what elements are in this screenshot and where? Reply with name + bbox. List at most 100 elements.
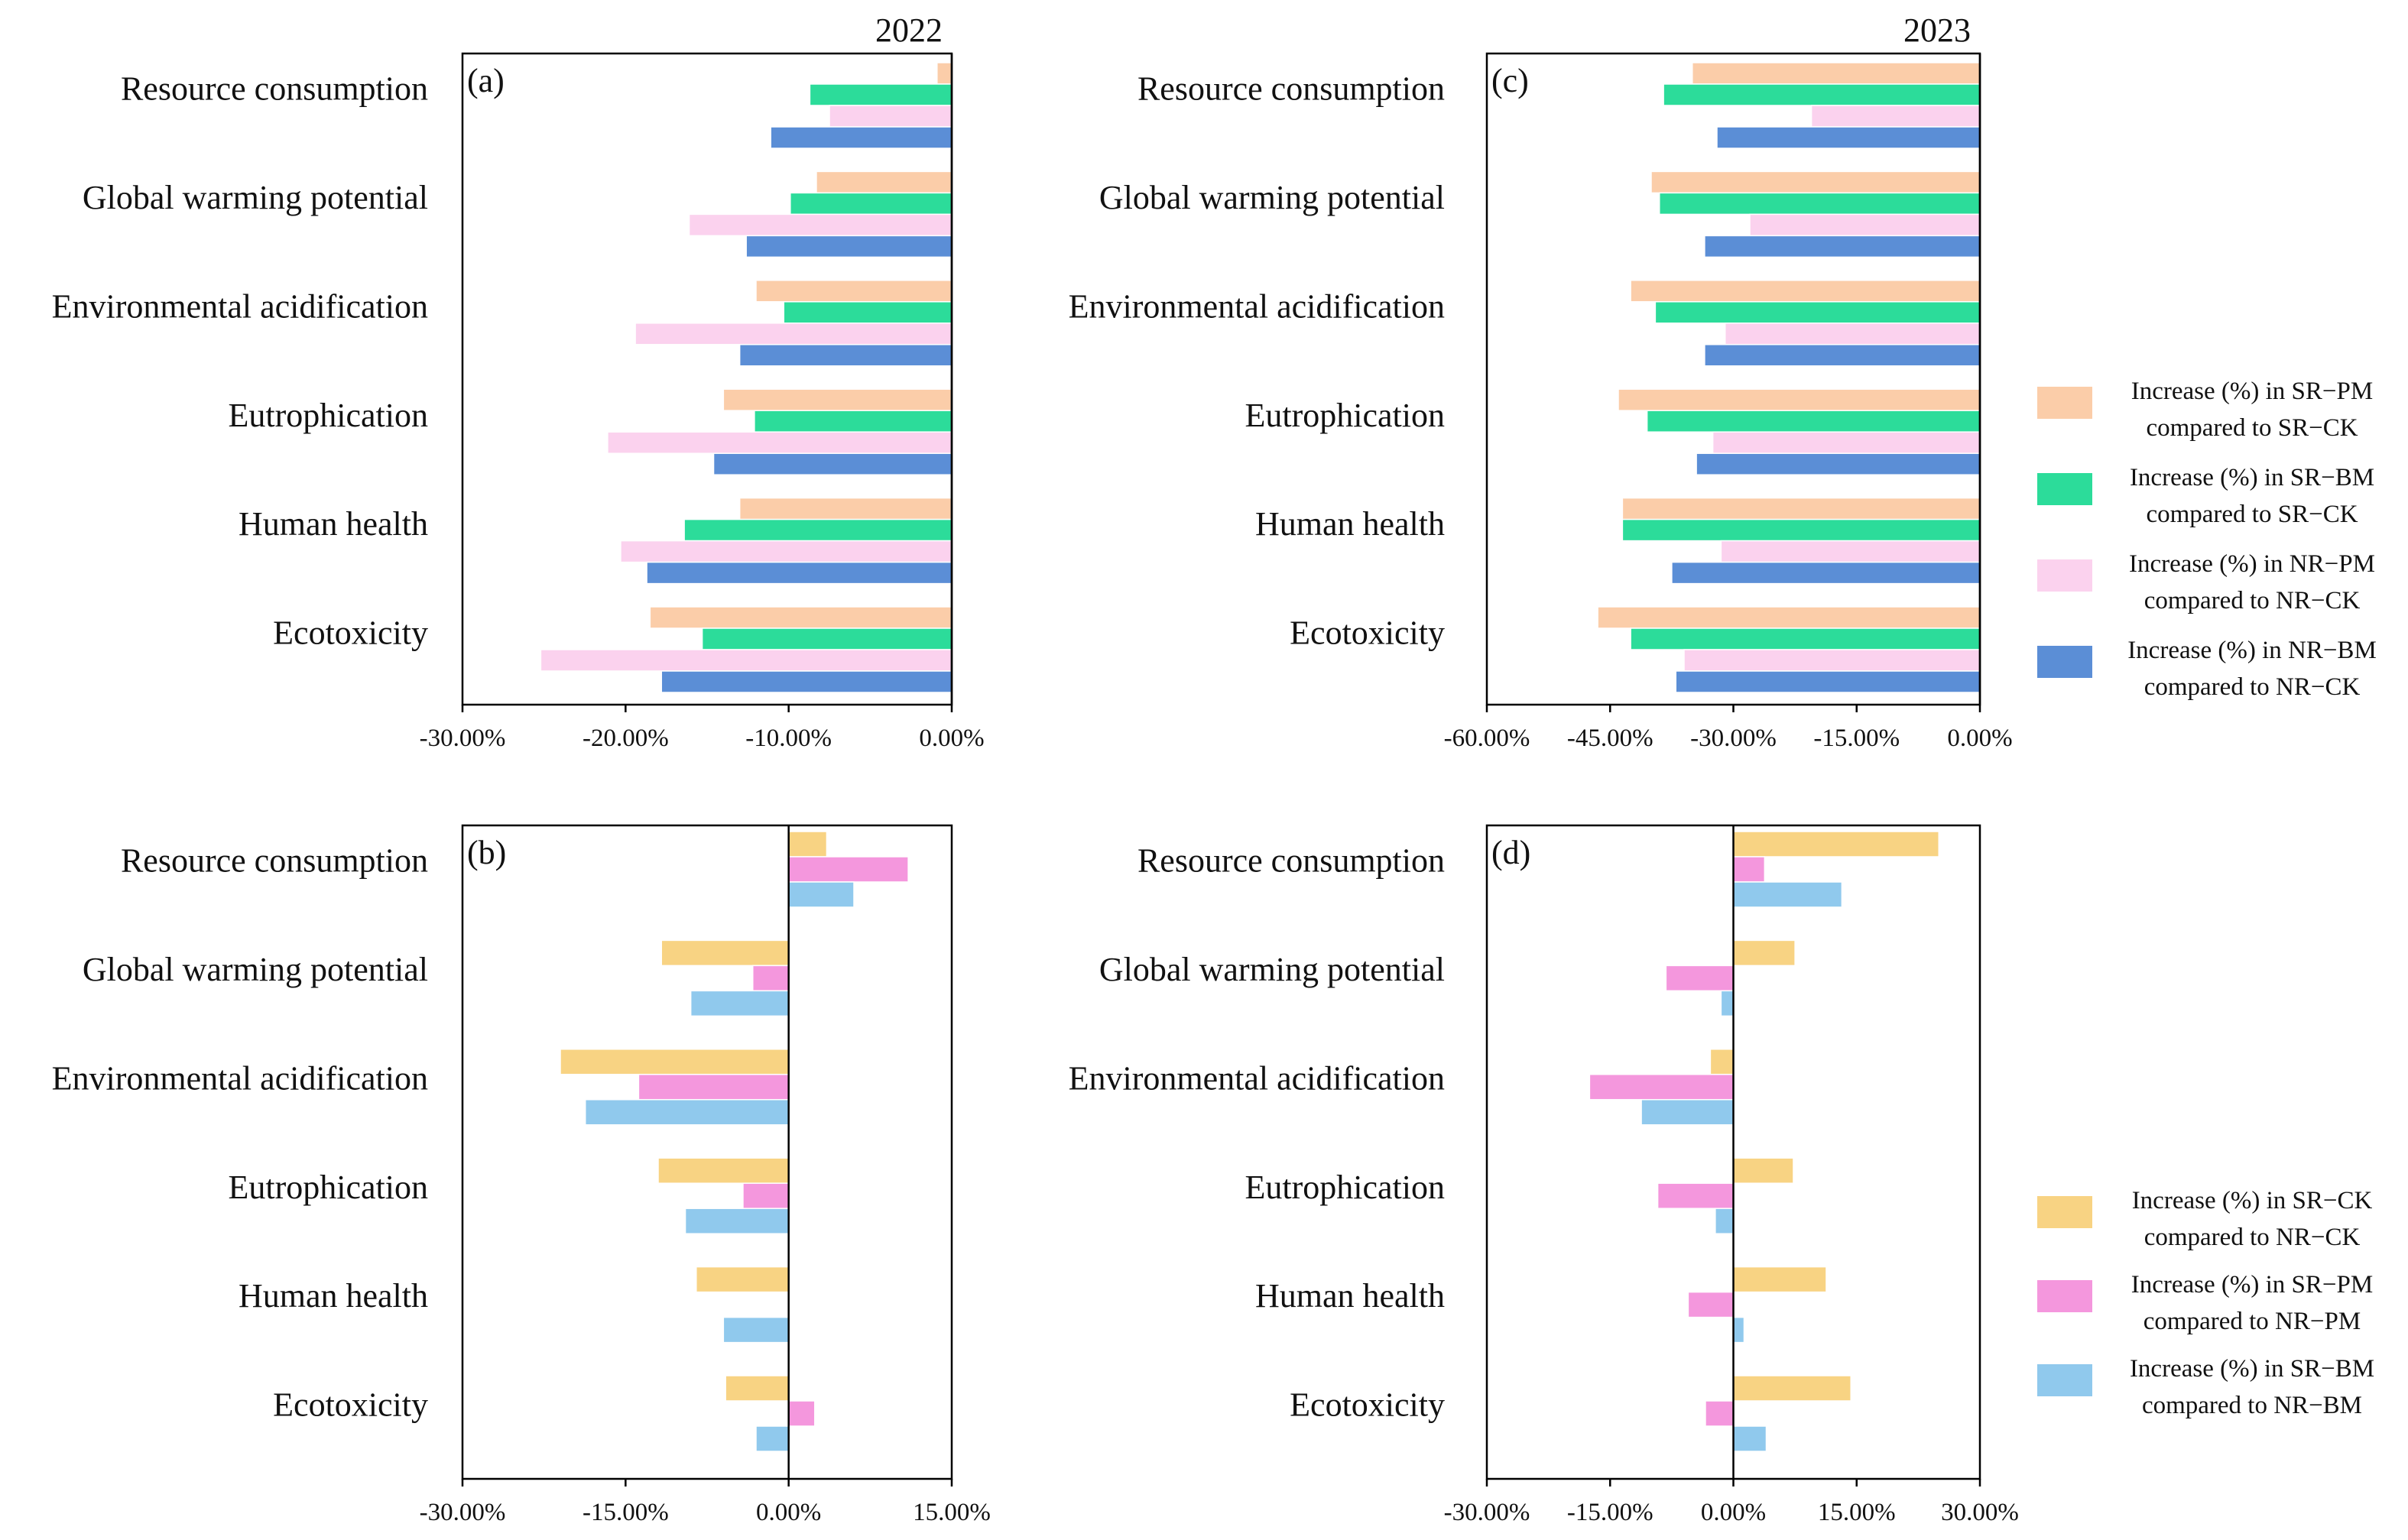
legend-bottom-label: Increase (%) in SR−CK — [2132, 1187, 2373, 1214]
bar-b-s3-c2 — [690, 990, 790, 1017]
bar-c-s2-c6 — [1630, 627, 1981, 650]
tick-label-b: -30.00% — [420, 1499, 506, 1526]
category-label-c: Ecotoxicity — [1290, 614, 1445, 652]
bar-a-s4-c5 — [646, 561, 952, 585]
bar-a-s2-c2 — [790, 192, 952, 216]
bar-c-s3-c1 — [1810, 105, 1981, 128]
bar-d-s2-c1 — [1732, 856, 1766, 883]
bar-d-s3-c3 — [1640, 1099, 1735, 1126]
legend-bottom-swatch — [2037, 1196, 2092, 1228]
plot-frame-a — [461, 52, 953, 706]
bar-a-s1-c3 — [755, 280, 952, 303]
bar-a-s3-c1 — [829, 105, 952, 128]
category-label-c: Global warming potential — [1099, 179, 1445, 216]
tick-label-a: -20.00% — [583, 725, 669, 752]
category-label-d: Environmental acidification — [1069, 1059, 1445, 1097]
tick-label-a: -10.00% — [745, 725, 832, 752]
bar-d-s1-c3 — [1709, 1049, 1735, 1075]
legend-bottom-label: compared to NR−PM — [2144, 1308, 2361, 1335]
bar-b-s2-c6 — [787, 1400, 816, 1427]
legend-top-swatch — [2037, 559, 2092, 592]
bar-a-s3-c6 — [540, 649, 952, 672]
legend-top-swatch — [2037, 387, 2092, 419]
legend-bottom-label: compared to NR−CK — [2144, 1224, 2361, 1251]
bar-c-s3-c4 — [1712, 431, 1981, 454]
legend-bottom-label: compared to NR−BM — [2142, 1392, 2362, 1419]
bar-d-s3-c6 — [1732, 1425, 1767, 1452]
bar-a-s1-c5 — [738, 497, 952, 520]
bar-c-s1-c5 — [1621, 497, 1981, 520]
category-label-c: Environmental acidification — [1069, 287, 1445, 325]
bar-c-s1-c6 — [1597, 606, 1981, 629]
category-label-d: Ecotoxicity — [1290, 1386, 1445, 1424]
bar-b-s2-c1 — [787, 856, 909, 883]
bar-c-s4-c4 — [1696, 452, 1981, 475]
bar-a-s2-c3 — [783, 301, 952, 324]
bar-a-s1-c1 — [936, 62, 952, 85]
category-label-a: Eutrophication — [229, 397, 429, 434]
legend-bottom-swatch — [2037, 1364, 2092, 1396]
legend-bottom-label: Increase (%) in SR−PM — [2131, 1271, 2373, 1298]
category-label-c: Resource consumption — [1137, 70, 1445, 108]
bar-d-s2-c5 — [1687, 1291, 1735, 1318]
bar-a-s2-c4 — [754, 410, 952, 433]
category-label-d: Human health — [1255, 1277, 1445, 1315]
bar-b-s1-c5 — [696, 1266, 790, 1293]
chart-panel-a: -30.00% -20.00% -10.00% 0.00% Resource consu… — [52, 11, 985, 752]
category-label-b: Global warming potential — [83, 951, 428, 988]
bar-c-s4-c1 — [1716, 126, 1981, 149]
bar-c-s2-c4 — [1646, 410, 1981, 433]
bar-d-s2-c3 — [1589, 1074, 1735, 1101]
panel-label-d: (d) — [1491, 834, 1530, 871]
legend-top-swatch — [2037, 646, 2092, 678]
category-label-b: Resource consumption — [121, 842, 428, 880]
tick-label-c: -45.00% — [1567, 725, 1653, 752]
year-title-c: 2023 — [1903, 11, 1971, 49]
tick-label-d: -30.00% — [1444, 1499, 1530, 1526]
bar-c-s1-c3 — [1630, 280, 1981, 303]
tick-label-d: 30.00% — [1941, 1499, 2019, 1526]
tick-label-b: 15.00% — [913, 1499, 991, 1526]
legend-top-label: Increase (%) in NR−BM — [2127, 637, 2377, 664]
bar-c-s1-c1 — [1692, 62, 1981, 85]
bar-d-s3-c4 — [1715, 1208, 1735, 1234]
bar-c-s3-c5 — [1720, 540, 1981, 563]
legend-top-label: compared to NR−CK — [2144, 587, 2361, 614]
tick-label-a: -30.00% — [420, 725, 506, 752]
category-label-b: Ecotoxicity — [273, 1386, 428, 1424]
bar-a-s3-c4 — [607, 431, 952, 454]
bar-d-s3-c5 — [1732, 1316, 1745, 1344]
legend-bottom-swatch — [2037, 1280, 2092, 1312]
tick-label-c: -30.00% — [1690, 725, 1777, 752]
tick-label-b: 0.00% — [756, 1499, 821, 1526]
legend-top-label: Increase (%) in NR−PM — [2129, 550, 2375, 578]
category-label-a: Resource consumption — [121, 70, 428, 108]
bar-c-s3-c2 — [1749, 213, 1981, 237]
bar-b-s2-c4 — [742, 1182, 790, 1209]
legend-top: Increase (%) in SR−PM compared to SR−CK In… — [2037, 378, 2377, 701]
bar-c-s4-c3 — [1704, 344, 1981, 367]
bar-a-s3-c2 — [688, 213, 952, 237]
chart-panel-c: -60.00% -45.00% -30.00% -15.00% 0.00% Resourc… — [1069, 11, 2013, 752]
bar-b-s1-c4 — [657, 1157, 790, 1184]
category-label-d: Global warming potential — [1099, 951, 1445, 988]
bar-b-s1-c3 — [560, 1049, 790, 1075]
bar-a-s4-c4 — [712, 452, 952, 475]
legend-top-swatch — [2037, 473, 2092, 505]
legend-top-label: compared to SR−CK — [2146, 414, 2358, 442]
bar-b-s1-c2 — [660, 939, 790, 967]
bar-d-s2-c6 — [1705, 1400, 1735, 1427]
bar-a-s4-c1 — [770, 126, 952, 149]
panel-label-c: (c) — [1491, 62, 1529, 99]
bar-b-s3-c6 — [755, 1425, 790, 1452]
category-label-b: Environmental acidification — [52, 1059, 428, 1097]
bar-a-s3-c5 — [620, 540, 952, 563]
bar-c-s2-c1 — [1663, 83, 1981, 106]
bar-c-s4-c5 — [1671, 561, 1981, 585]
tick-label-d: 15.00% — [1818, 1499, 1896, 1526]
category-label-b: Human health — [239, 1277, 428, 1315]
bar-d-s3-c1 — [1732, 881, 1843, 908]
tick-label-d: -15.00% — [1567, 1499, 1653, 1526]
category-label-d: Resource consumption — [1137, 842, 1445, 880]
